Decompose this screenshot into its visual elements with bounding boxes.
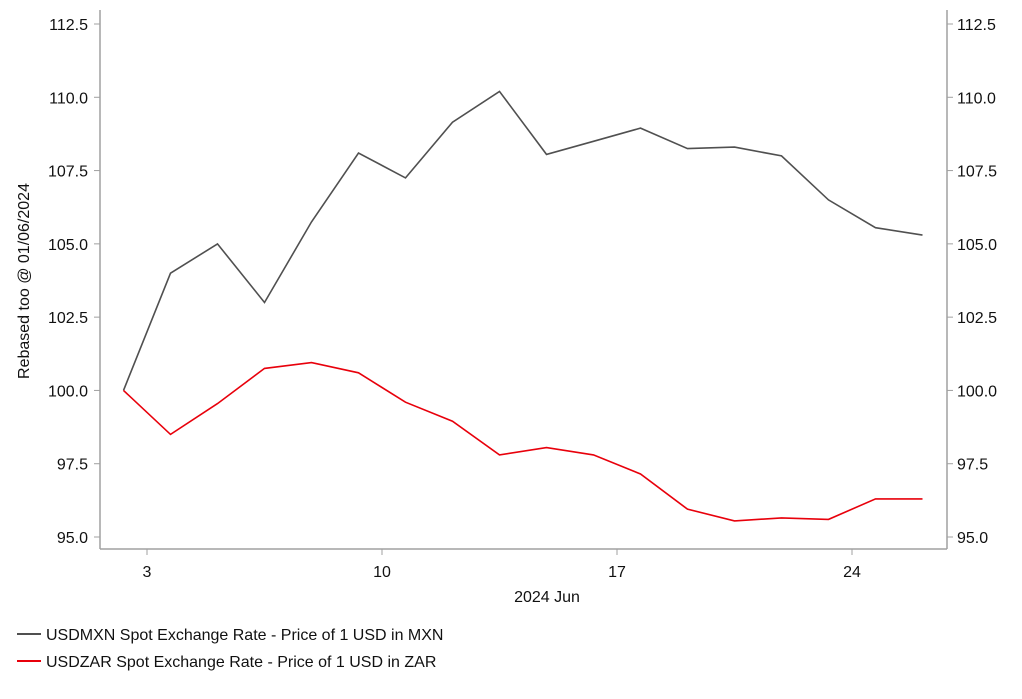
- legend: USDMXN Spot Exchange Rate - Price of 1 U…: [17, 627, 443, 671]
- y-tick-label-left: 107.5: [48, 164, 88, 181]
- y-tick-label-right: 105.0: [957, 237, 997, 254]
- y-tick-label-right: 112.5: [957, 17, 996, 34]
- y-tick-label-left: 95.0: [57, 530, 88, 547]
- y-tick-label-right: 100.0: [957, 383, 997, 400]
- y-tick-label-left: 112.5: [49, 17, 88, 34]
- y-tick-label-right: 102.5: [957, 310, 997, 327]
- y-tick-label-right: 97.5: [957, 457, 988, 474]
- legend-label: USDMXN Spot Exchange Rate - Price of 1 U…: [46, 627, 443, 644]
- y-tick-label-left: 100.0: [48, 383, 88, 400]
- y-tick-label-left: 110.0: [49, 90, 88, 107]
- x-tick-label: 10: [373, 564, 391, 581]
- y-axis-label: Rebased too @ 01/06/2024: [16, 183, 33, 379]
- y-tick-label-right: 110.0: [957, 90, 996, 107]
- series-line-0: [122, 90, 923, 391]
- legend-label: USDZAR Spot Exchange Rate - Price of 1 U…: [46, 654, 436, 671]
- y-tick-label-right: 95.0: [957, 530, 988, 547]
- y-tick-label-right: 107.5: [957, 164, 997, 181]
- x-tick-label: 3: [143, 564, 152, 581]
- x-axis-label: 2024 Jun: [514, 589, 580, 606]
- series-line-1: [122, 361, 923, 522]
- y-tick-label-left: 97.5: [57, 457, 88, 474]
- x-tick-label: 24: [843, 564, 861, 581]
- y-tick-label-left: 105.0: [48, 237, 88, 254]
- x-tick-label: 17: [608, 564, 626, 581]
- y-tick-label-left: 102.5: [48, 310, 88, 327]
